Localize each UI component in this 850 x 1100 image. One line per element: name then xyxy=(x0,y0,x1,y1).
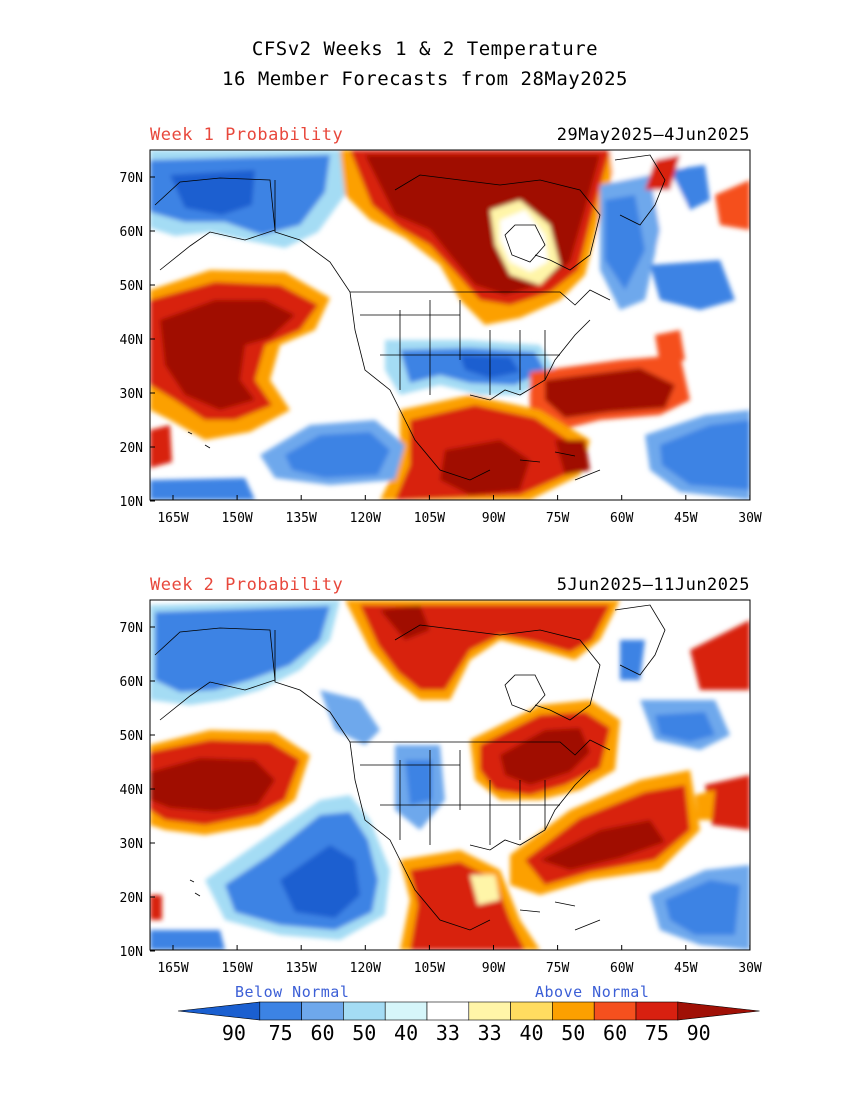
lon-tick-label: 105W xyxy=(414,961,445,976)
lon-tick-label: 30W xyxy=(738,961,762,976)
lat-tick-label: 70N xyxy=(120,171,143,186)
week2-map xyxy=(150,600,750,950)
map-axes: 70N 60N 50N 40N 30N 20N 10N 165W 150W 135W 120W 105… xyxy=(120,171,762,976)
lon-tick-label: 120W xyxy=(350,961,381,976)
legend-swatch xyxy=(177,1001,261,1021)
lon-tick-label: 120W xyxy=(350,511,381,526)
week2-label: Week 2 Probability xyxy=(150,575,344,595)
legend-swatch xyxy=(384,1001,428,1021)
lat-tick-label: 50N xyxy=(120,729,143,744)
lon-tick-label: 60W xyxy=(610,511,634,526)
lon-tick-label: 45W xyxy=(674,961,698,976)
lat-tick-label: 20N xyxy=(120,891,143,906)
legend-below-normal: Below Normal xyxy=(235,983,350,1001)
lon-tick-label: 150W xyxy=(221,961,252,976)
legend-value-label: 90 xyxy=(686,1021,711,1045)
legend-colorbar xyxy=(177,1001,760,1021)
lat-tick-label: 30N xyxy=(120,387,143,402)
lon-tick-label: 30W xyxy=(738,511,762,526)
legend-value-label: 40 xyxy=(394,1021,419,1045)
lon-tick-label: 90W xyxy=(482,511,506,526)
legend-swatch xyxy=(552,1001,595,1021)
week1-coastlines xyxy=(154,154,666,481)
lon-tick-label: 75W xyxy=(546,511,570,526)
legend-swatch xyxy=(468,1001,511,1021)
week1-map xyxy=(150,150,750,500)
chart-title-line2: 16 Member Forecasts from 28May2025 xyxy=(222,68,628,90)
legend-swatch xyxy=(677,1001,760,1021)
lon-tick-label: 90W xyxy=(482,961,506,976)
legend-swatch xyxy=(635,1001,679,1021)
legend-value-label: 40 xyxy=(519,1021,544,1045)
legend-value-label: 50 xyxy=(561,1021,586,1045)
lat-tick-label: 60N xyxy=(120,675,143,690)
legend-swatch xyxy=(593,1001,637,1021)
legend-value-label: 50 xyxy=(352,1021,377,1045)
lon-tick-label: 105W xyxy=(414,511,445,526)
lat-tick-label: 40N xyxy=(120,333,143,348)
week2-date: 5Jun2025—11Jun2025 xyxy=(556,575,750,595)
lat-tick-label: 10N xyxy=(120,945,143,960)
legend-value-label: 90 xyxy=(221,1021,246,1045)
lat-tick-label: 20N xyxy=(120,441,143,456)
lat-tick-label: 10N xyxy=(120,495,143,510)
legend-value-label: 60 xyxy=(310,1021,335,1045)
chart-title-line1: CFSv2 Weeks 1 & 2 Temperature xyxy=(251,38,599,60)
legend-swatch xyxy=(510,1001,553,1021)
week1-date: 29May2025—4Jun2025 xyxy=(556,125,750,145)
lat-tick-label: 50N xyxy=(120,279,143,294)
lat-tick-label: 30N xyxy=(120,837,143,852)
legend-value-label: 33 xyxy=(477,1021,502,1045)
lon-tick-label: 60W xyxy=(610,961,634,976)
lon-tick-label: 135W xyxy=(286,961,317,976)
lon-tick-label: 165W xyxy=(157,511,188,526)
legend-above-normal: Above Normal xyxy=(535,983,650,1001)
legend-value-label: 75 xyxy=(644,1021,669,1045)
legend-value-label: 33 xyxy=(435,1021,460,1045)
week1-label: Week 1 Probability xyxy=(150,125,344,145)
lon-tick-label: 150W xyxy=(221,511,252,526)
week2-coastlines xyxy=(154,604,666,931)
lat-tick-label: 70N xyxy=(120,621,143,636)
lon-tick-label: 45W xyxy=(674,511,698,526)
legend-swatch xyxy=(259,1001,302,1021)
legend-value-label: 75 xyxy=(268,1021,293,1045)
legend-swatch xyxy=(426,1001,470,1021)
lon-tick-label: 75W xyxy=(546,961,570,976)
lat-tick-label: 40N xyxy=(120,783,143,798)
legend-swatch xyxy=(343,1001,386,1021)
lon-tick-label: 165W xyxy=(157,961,188,976)
legend-swatch xyxy=(301,1001,344,1021)
legend-value-label: 60 xyxy=(603,1021,628,1045)
lat-tick-label: 60N xyxy=(120,225,143,240)
lon-tick-label: 135W xyxy=(286,511,317,526)
